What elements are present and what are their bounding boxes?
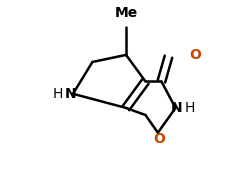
Text: H: H [53,87,63,101]
Text: H: H [184,101,195,115]
Text: N: N [65,87,77,101]
Text: N: N [171,101,183,115]
Text: O: O [153,132,165,146]
Text: O: O [190,48,202,62]
Text: Me: Me [114,6,138,20]
